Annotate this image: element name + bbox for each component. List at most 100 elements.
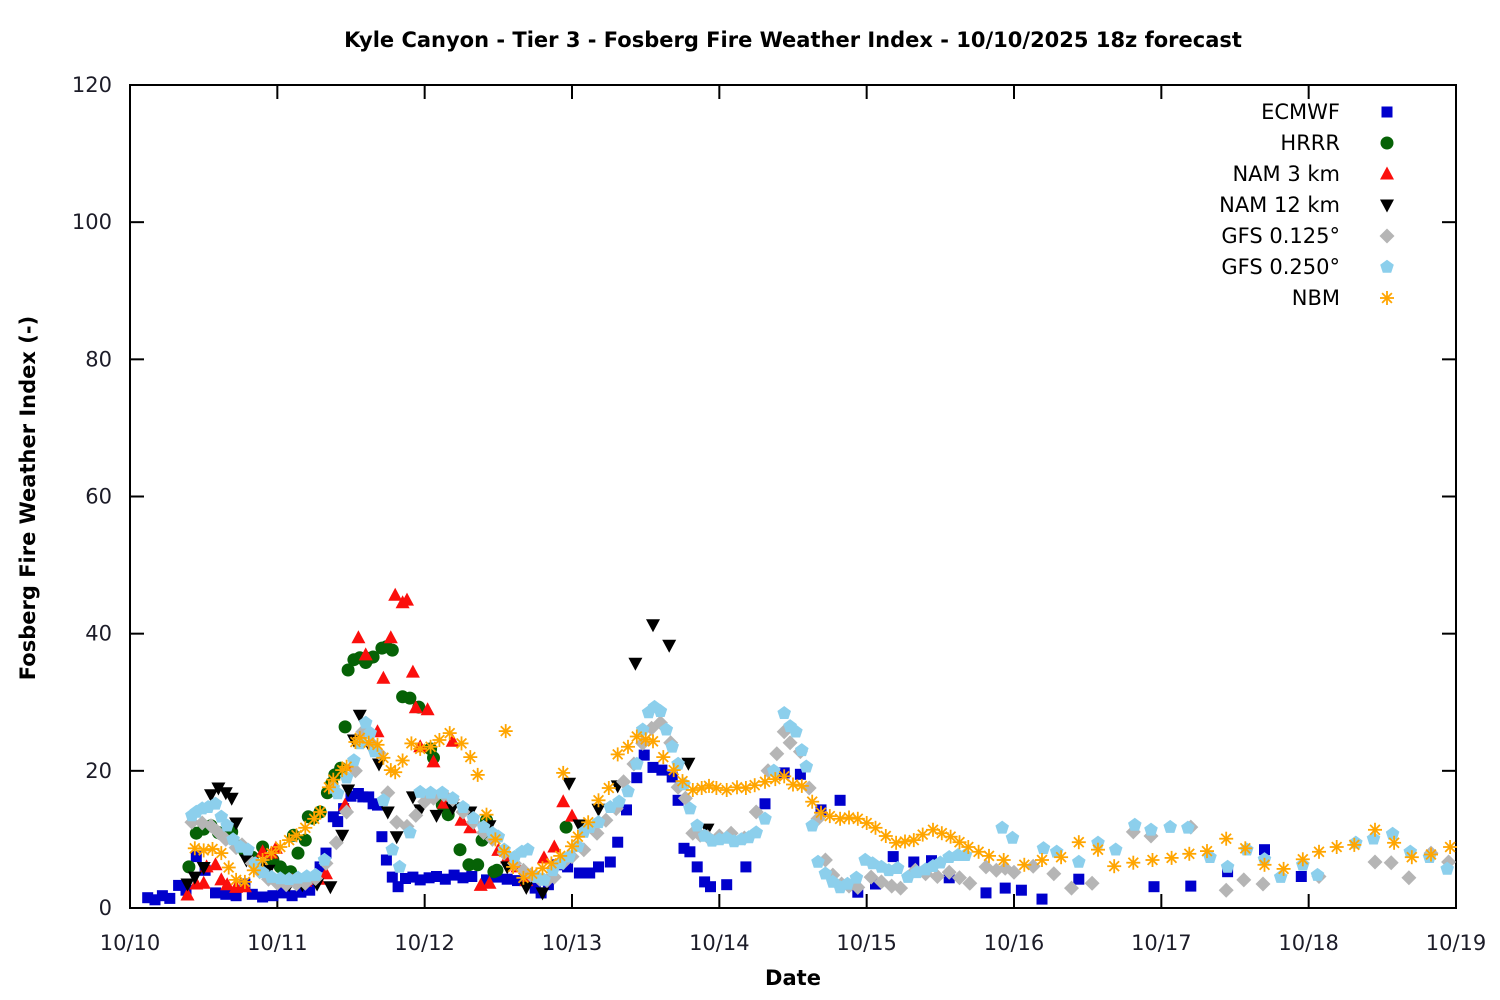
- gfs-0-250-point: [537, 872, 551, 886]
- nam-12-km-point: [445, 802, 460, 816]
- nbm-point: [878, 829, 893, 843]
- nam-3-km-point: [220, 877, 235, 891]
- gfs-0-250-point: [758, 811, 772, 825]
- gfs-0-125-point: [339, 804, 355, 820]
- nbm-point: [822, 809, 837, 824]
- x-tick-label: 10/12: [394, 931, 455, 955]
- gfs-0-125-point: [1367, 854, 1383, 870]
- gfs-0-250-point: [789, 724, 803, 738]
- gfs-0-125-point: [1383, 855, 1399, 871]
- nbm-point: [961, 840, 976, 854]
- legend-label: GFS 0.125°: [1221, 224, 1340, 248]
- gfs-0-250-point: [226, 832, 240, 846]
- ecmwf-point: [439, 873, 451, 885]
- nbm-point: [479, 807, 494, 822]
- gfs-0-125-point: [1255, 876, 1271, 892]
- nam-3-km-point: [376, 670, 391, 684]
- gfs-0-125-point: [952, 870, 967, 886]
- ecmwf-point: [332, 816, 344, 828]
- legend-label: ECMWF: [1261, 100, 1340, 124]
- ecmwf-point: [267, 890, 279, 902]
- nbm-point: [321, 780, 336, 795]
- nam-12-km-point: [239, 854, 254, 868]
- ecmwf-point: [573, 867, 585, 879]
- nbm-point: [423, 739, 438, 754]
- gfs-0-250-point: [777, 706, 791, 719]
- nbm-point: [1054, 850, 1069, 865]
- nbm-point: [646, 734, 660, 749]
- ecmwf-point: [481, 874, 492, 886]
- ecmwf-point: [638, 749, 650, 761]
- nbm-legend-marker: [1380, 291, 1394, 305]
- nbm-point: [610, 747, 625, 762]
- nbm-point: [996, 853, 1011, 867]
- nbm-point: [1071, 835, 1086, 850]
- gfs-0-250-point: [376, 793, 391, 807]
- ecmwf-point: [621, 804, 632, 816]
- gfs-0-125-point: [962, 875, 978, 891]
- gfs-0-125-point: [1025, 858, 1041, 874]
- gfs-0-250-point: [208, 796, 223, 810]
- ecmwf-point: [400, 873, 411, 884]
- y-tick-label: 40: [85, 622, 112, 646]
- nam-12-km-point: [429, 809, 444, 823]
- nbm-point: [376, 750, 391, 765]
- x-tick-label: 10/16: [984, 931, 1045, 955]
- gfs-0-250-point: [339, 770, 354, 784]
- nbm-point: [666, 763, 681, 778]
- nbm-point: [1295, 852, 1310, 867]
- nam-3-km-point: [482, 875, 497, 889]
- nbm-point: [255, 853, 270, 867]
- ecmwf-point: [870, 878, 881, 890]
- nbm-point: [553, 848, 568, 863]
- gfs-0-250-point: [659, 722, 674, 736]
- x-axis-label: Date: [765, 966, 821, 990]
- gfs-0-250-point: [466, 811, 481, 824]
- ecmwf-point: [1185, 880, 1197, 892]
- x-tick-label: 10/11: [247, 931, 308, 955]
- ecmwf-point: [672, 794, 684, 806]
- nam-12-km-point: [196, 862, 211, 875]
- nbm-point: [570, 829, 585, 844]
- nam-3-km-point: [196, 875, 211, 889]
- ecmwf-point: [156, 890, 168, 902]
- chart-title: Kyle Canyon - Tier 3 - Fosberg Fire Weat…: [344, 28, 1242, 52]
- nam-12-km-point: [204, 789, 218, 803]
- gfs-0-250-point: [890, 861, 905, 874]
- nbm-point: [432, 733, 447, 747]
- nbm-point: [971, 844, 986, 859]
- gfs-0-125-point: [328, 835, 344, 851]
- gfs-0-250-point: [612, 794, 626, 808]
- nam-12-km-point: [562, 777, 577, 791]
- nbm-point: [747, 778, 762, 793]
- nam-3-km-point: [388, 587, 403, 601]
- ecmwf-point: [142, 892, 154, 904]
- nbm-point: [525, 866, 540, 881]
- nbm-point: [898, 834, 912, 849]
- gfs-0-250-point: [995, 820, 1009, 834]
- gfs-0-250-point: [591, 815, 606, 829]
- ecmwf-point: [1073, 873, 1085, 885]
- ecmwf-point: [448, 869, 460, 881]
- ecmwf-point: [380, 854, 392, 866]
- nbm-point: [326, 772, 341, 787]
- gfs-0-250-point: [683, 801, 697, 815]
- nbm-point: [1091, 842, 1105, 857]
- ecmwf-point: [666, 771, 678, 783]
- nam-12-km-point: [591, 803, 606, 817]
- gfs-0-250-point: [749, 825, 763, 839]
- nam-12-km-point: [229, 817, 244, 831]
- nam-3-km-point: [358, 647, 373, 661]
- ecmwf-point: [210, 887, 221, 899]
- nbm-point: [1387, 835, 1402, 850]
- hrrr-point: [403, 691, 417, 705]
- nam-12-km-point: [535, 887, 550, 901]
- gfs-0-250-legend-marker: [1380, 259, 1394, 273]
- ecmwf-point: [721, 879, 733, 891]
- nbm-point: [915, 827, 930, 842]
- nam-12-km-point: [662, 639, 677, 653]
- nbm-point: [719, 783, 734, 797]
- hrrr-point: [385, 643, 399, 657]
- nbm-point: [621, 739, 635, 754]
